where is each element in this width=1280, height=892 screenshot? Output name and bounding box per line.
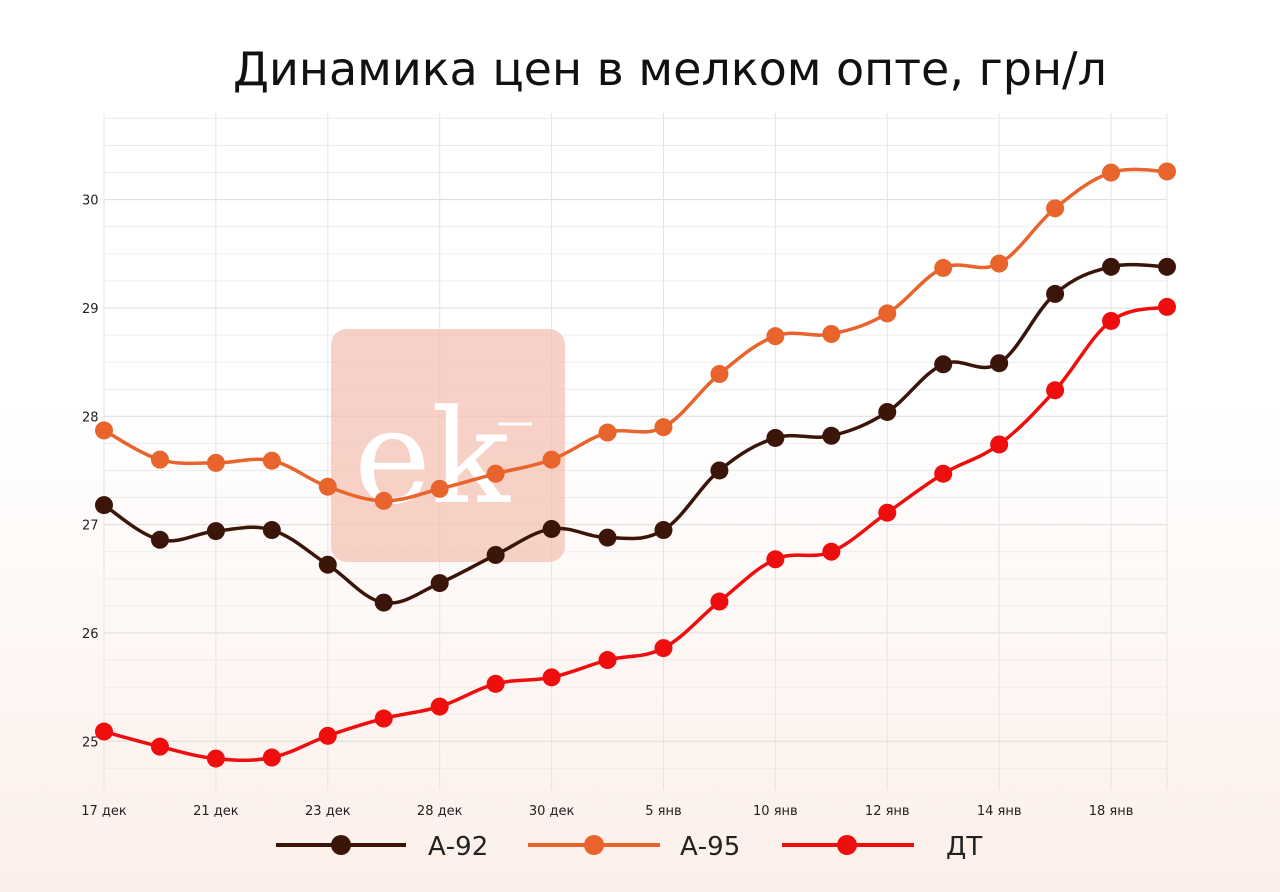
x-tick-label: 23 дек bbox=[305, 804, 351, 819]
data-point bbox=[598, 528, 617, 547]
data-point bbox=[598, 423, 617, 442]
data-point bbox=[1046, 381, 1065, 400]
data-point bbox=[542, 450, 561, 469]
legend-label: А-95 bbox=[680, 832, 740, 862]
data-point bbox=[766, 428, 785, 447]
data-point bbox=[766, 550, 785, 569]
watermark-text: ek bbox=[354, 381, 511, 533]
watermark-logo: ek bbox=[331, 329, 565, 562]
data-point bbox=[878, 503, 897, 522]
data-point bbox=[542, 668, 561, 687]
y-axis-ticks: 25 26 27 28 29 30 bbox=[82, 194, 99, 751]
series-line bbox=[103, 262, 1168, 605]
data-point bbox=[822, 324, 841, 343]
data-point bbox=[374, 709, 393, 728]
data-point bbox=[990, 435, 1009, 454]
data-point bbox=[766, 327, 785, 346]
legend-label: А-92 bbox=[428, 832, 488, 862]
data-point bbox=[150, 450, 169, 469]
data-point bbox=[1102, 311, 1121, 330]
x-tick-label: 12 янв bbox=[865, 804, 910, 819]
data-point bbox=[878, 304, 897, 323]
chart-title: Динамика цен в мелком опте, грн/л bbox=[233, 42, 1107, 96]
data-point bbox=[934, 258, 953, 277]
data-point bbox=[206, 749, 225, 768]
legend-item: А-92 bbox=[276, 832, 488, 862]
y-tick-label: 29 bbox=[82, 302, 99, 317]
data-point bbox=[654, 521, 673, 540]
data-point bbox=[318, 726, 337, 745]
series-line bbox=[103, 305, 1168, 763]
y-tick-label: 30 bbox=[82, 194, 99, 209]
y-tick-label: 25 bbox=[82, 735, 99, 750]
x-tick-label: 14 янв bbox=[977, 804, 1022, 819]
x-tick-label: 10 янв bbox=[753, 804, 798, 819]
data-point bbox=[150, 530, 169, 549]
data-point bbox=[206, 522, 225, 541]
data-point bbox=[822, 542, 841, 561]
data-point bbox=[95, 421, 113, 440]
data-point bbox=[262, 451, 281, 470]
data-point bbox=[486, 674, 505, 693]
data-point bbox=[374, 593, 393, 612]
x-tick-label: 5 янв bbox=[645, 804, 681, 819]
data-point bbox=[710, 365, 729, 384]
legend-marker bbox=[837, 835, 857, 855]
legend-label: ДТ bbox=[946, 832, 982, 862]
data-point bbox=[95, 722, 113, 741]
data-point bbox=[990, 254, 1009, 273]
series-1 bbox=[95, 257, 1176, 612]
data-point bbox=[990, 354, 1009, 373]
data-point bbox=[934, 464, 953, 483]
series-2 bbox=[95, 162, 1176, 510]
data-point bbox=[374, 491, 393, 510]
data-point bbox=[1102, 163, 1121, 182]
y-tick-label: 28 bbox=[82, 410, 99, 425]
grid-lines bbox=[103, 113, 1168, 790]
data-point bbox=[822, 426, 841, 445]
legend: А-92 А-95 ДТ bbox=[276, 832, 982, 862]
data-point bbox=[1158, 297, 1176, 316]
data-point bbox=[1102, 257, 1121, 276]
data-point bbox=[206, 453, 225, 472]
data-point bbox=[486, 545, 505, 564]
data-point bbox=[934, 355, 953, 374]
x-tick-label: 28 дек bbox=[417, 804, 463, 819]
data-point bbox=[430, 479, 449, 498]
data-point bbox=[262, 521, 281, 540]
legend-marker bbox=[584, 835, 604, 855]
data-point bbox=[1046, 284, 1065, 303]
legend-marker bbox=[331, 835, 351, 855]
data-point bbox=[654, 639, 673, 658]
data-point bbox=[1158, 257, 1176, 276]
y-tick-label: 27 bbox=[82, 519, 99, 534]
data-point bbox=[430, 697, 449, 716]
x-axis-ticks: 17 дек 21 дек 23 дек 28 дек 30 дек 5 янв 10 ян… bbox=[81, 804, 1133, 819]
data-point bbox=[95, 496, 113, 515]
legend-item: ДТ bbox=[782, 832, 982, 862]
data-point bbox=[710, 592, 729, 611]
x-tick-label: 17 дек bbox=[81, 804, 127, 819]
x-tick-label: 18 янв bbox=[1089, 804, 1134, 819]
data-point bbox=[598, 651, 617, 670]
data-point bbox=[430, 574, 449, 593]
data-point bbox=[710, 461, 729, 480]
data-point bbox=[318, 477, 337, 496]
data-point bbox=[262, 748, 281, 767]
data-point bbox=[486, 464, 505, 483]
data-point bbox=[1158, 162, 1176, 181]
data-point bbox=[542, 519, 561, 538]
y-tick-label: 26 bbox=[82, 627, 99, 642]
legend-item: А-95 bbox=[528, 832, 740, 862]
data-point bbox=[654, 418, 673, 437]
data-point bbox=[878, 402, 897, 421]
series-layer bbox=[95, 162, 1176, 768]
x-tick-label: 21 дек bbox=[193, 804, 239, 819]
series-3 bbox=[95, 297, 1176, 768]
data-point bbox=[318, 555, 337, 574]
x-tick-label: 30 дек bbox=[529, 804, 575, 819]
data-point bbox=[150, 737, 169, 756]
data-point bbox=[1046, 199, 1065, 218]
